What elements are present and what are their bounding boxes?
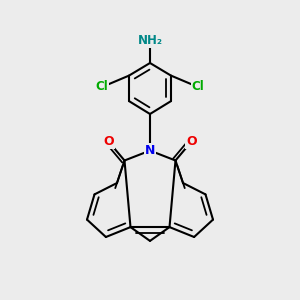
- Text: Cl: Cl: [96, 80, 108, 94]
- Text: N: N: [145, 144, 155, 157]
- Text: NH₂: NH₂: [137, 34, 163, 47]
- Text: O: O: [103, 135, 114, 148]
- Text: Cl: Cl: [192, 80, 204, 94]
- Text: O: O: [186, 135, 197, 148]
